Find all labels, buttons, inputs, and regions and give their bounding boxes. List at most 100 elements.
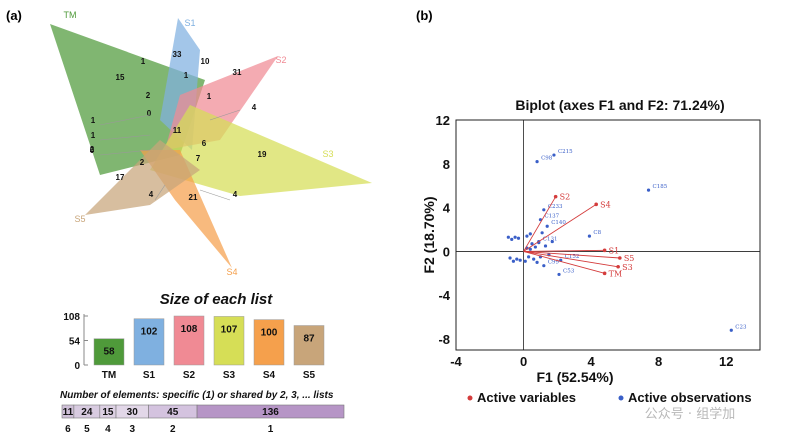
venn-count: 0 [147, 109, 152, 118]
size-bar-value: 108 [181, 324, 198, 335]
observation-label: C233 [548, 204, 563, 210]
observation-point [528, 232, 532, 236]
venn-count: 1 [184, 71, 189, 80]
observation-label: C8 [593, 230, 601, 236]
venn-count: 2 [140, 158, 145, 167]
shared-elements-bar: 11 6 24 5 15 4 30 3 45 2 136 1 [61, 404, 345, 435]
venn-set-s5 [85, 140, 200, 215]
venn-set-s3 [150, 105, 372, 196]
observation-point [506, 235, 510, 239]
shared-segment-lists: 2 [170, 424, 176, 435]
venn-leader [154, 184, 166, 201]
venn-count: 0 [90, 146, 95, 155]
observation-point [542, 208, 546, 212]
variable-vector [523, 250, 620, 259]
legend-observations: Active observations [628, 390, 752, 405]
size-bar-category: S5 [303, 370, 316, 381]
observation-label: C98 [541, 156, 553, 162]
venn-label-s5: S5 [74, 214, 85, 224]
biplot-chart: -4 0 4 8 1212840-4-8C215C98C185C233C137C140C… [436, 113, 761, 369]
observation-point [515, 257, 519, 261]
observation-point [518, 258, 522, 262]
variable-vector [523, 249, 605, 252]
observation-point [542, 264, 546, 268]
observation-point [545, 224, 549, 228]
size-bar-s4 [253, 319, 285, 366]
variable-point [594, 202, 598, 207]
observation-point [511, 259, 516, 263]
venn-count: 19 [258, 150, 267, 159]
observation-label: C140 [551, 220, 566, 226]
variable-vector [523, 250, 605, 274]
observation-label: C23 [735, 324, 747, 330]
shared-segment-count: 15 [102, 407, 114, 418]
variable-label: TM [609, 269, 623, 278]
observation-point [587, 234, 592, 238]
variable-point [618, 256, 622, 260]
observation-point [510, 237, 514, 241]
shared-segment-lists: 6 [65, 424, 71, 435]
size-y-tick: 0 [74, 361, 80, 372]
variable-vector [523, 196, 557, 252]
venn-count: 10 [201, 57, 210, 66]
venn-count: 2 [146, 91, 151, 100]
venn-count: 1 [91, 131, 96, 140]
variable-label: S5 [624, 254, 635, 263]
size-bar-category: S2 [183, 370, 196, 381]
observation-point [523, 259, 527, 263]
variable-vector [523, 250, 619, 268]
size-y-tick: 54 [69, 337, 81, 348]
size-bar-category: S1 [143, 370, 156, 381]
size-bar-value: 87 [303, 334, 315, 345]
size-bar-s3 [213, 316, 245, 366]
venn-leader [199, 189, 231, 201]
biplot-x-tick: 12 [719, 354, 733, 369]
size-bar-value: 107 [221, 324, 238, 335]
variable-point [602, 248, 607, 253]
biplot-x-tick: -4 [450, 354, 462, 369]
biplot-ylabel: F2 (18.70%) [421, 196, 437, 273]
legend-variables: Active variables [477, 390, 576, 405]
venn-leader [99, 114, 151, 126]
venn-label-s4: S4 [226, 267, 237, 277]
shared-segment-count: 45 [167, 407, 179, 418]
venn-count: 4 [233, 190, 238, 199]
biplot-title: Biplot (axes F1 and F2: 71.24%) [515, 97, 724, 113]
shared-chart-title: Number of elements: specific (1) or shar… [60, 390, 334, 401]
venn-count: 11 [173, 126, 182, 135]
observation-point [527, 255, 531, 259]
variable-label: S2 [560, 193, 571, 202]
biplot-y-tick: 0 [443, 244, 450, 259]
biplot-y-tick: 8 [443, 157, 450, 172]
venn-count: 17 [116, 173, 125, 182]
venn-count: 4 [252, 103, 257, 112]
venn-count: 1 [91, 116, 96, 125]
size-bar-value: 102 [141, 327, 158, 338]
venn-count: 1 [207, 92, 212, 101]
observation-point [557, 272, 561, 277]
panel-a-label: (a) [6, 8, 22, 23]
biplot-y-tick: 4 [443, 201, 451, 216]
variable-label: S3 [622, 263, 633, 272]
observation-point [543, 244, 548, 248]
venn-count: 33 [173, 50, 182, 59]
size-bar-s5 [293, 325, 325, 366]
variable-label: S4 [600, 200, 611, 209]
shared-segment-count: 24 [81, 407, 93, 418]
biplot-y-tick: -4 [438, 288, 450, 303]
shared-segment-lists: 5 [84, 424, 90, 435]
observation-label: C137 [544, 214, 559, 220]
size-bar-chart: 108 54 0 58 TM 102 S1 108 S2 107 S3 100 S4 87 S5 [63, 312, 325, 381]
observation-point [646, 188, 651, 192]
venn-label-tm: TM [64, 10, 77, 20]
shared-segment-lists: 1 [268, 424, 274, 435]
shared-segment-count: 11 [63, 407, 74, 418]
venn-count: 7 [196, 154, 201, 163]
size-bar-value: 58 [103, 347, 115, 358]
observation-point [729, 328, 733, 332]
venn-leader [99, 149, 151, 156]
venn-count: 2 [90, 145, 95, 154]
